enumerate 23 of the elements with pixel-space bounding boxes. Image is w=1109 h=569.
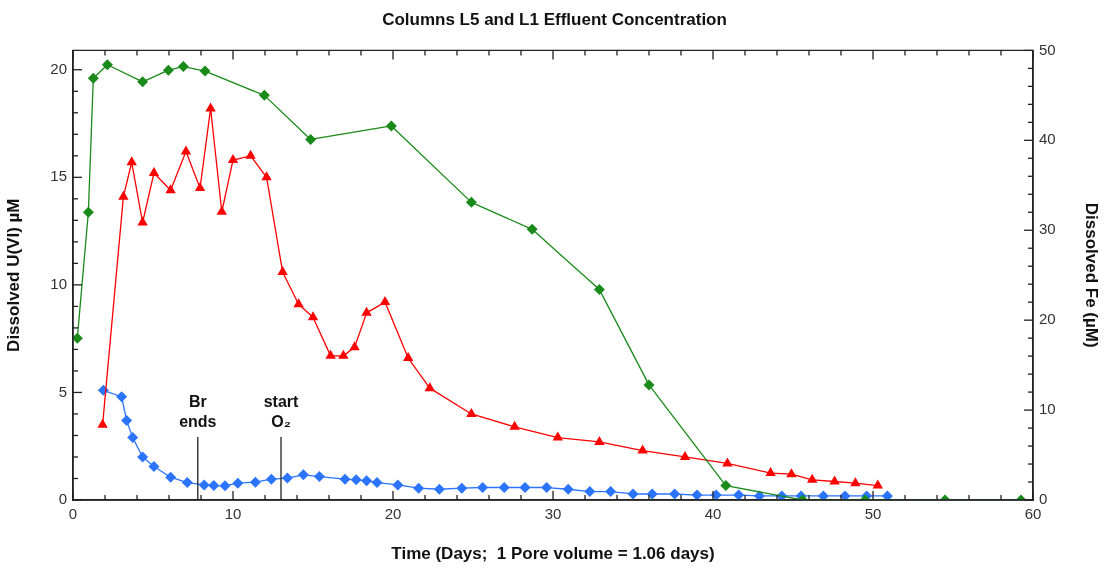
y-tick-label: 5	[58, 382, 67, 400]
x-tick-label: 30	[544, 505, 562, 523]
y2-tick-label: 40	[1039, 130, 1056, 148]
ref-line-label: start O₂	[263, 393, 300, 431]
x-axis-title: Time (Days; 1 Pore volume = 1.06 days)	[391, 544, 715, 564]
y2-tick-label: 20	[1039, 310, 1056, 328]
y-tick-label: 0	[58, 490, 67, 508]
x-tick-label: 40	[704, 505, 722, 523]
chart-title: Columns L5 and L1 Effluent Concentration	[382, 9, 727, 29]
y2-tick-label: 10	[1039, 400, 1056, 418]
ref-line-label: Br ends	[179, 393, 217, 431]
y-tick-label: 20	[50, 59, 67, 77]
y-tick-label: 15	[50, 167, 67, 185]
y2-tick-label: 50	[1039, 40, 1056, 58]
x-tick-label: 50	[864, 505, 882, 523]
y-tick-label: 10	[50, 275, 67, 293]
x-tick-label: 60	[1024, 505, 1042, 523]
y-axis-title: Dissolved U(VI) µM	[3, 198, 23, 352]
x-tick-label: 10	[224, 505, 242, 523]
y2-tick-label: 0	[1039, 490, 1048, 508]
y2-tick-label: 30	[1039, 220, 1056, 238]
x-tick-label: 20	[384, 505, 402, 523]
y2-axis-title: Dissolved Fe (µM)	[1082, 202, 1102, 348]
